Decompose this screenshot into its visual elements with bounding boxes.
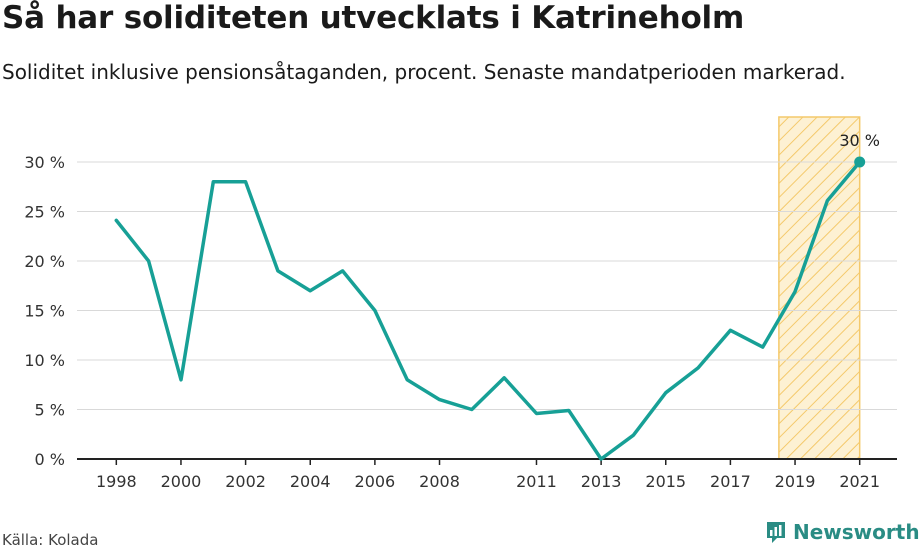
newsworthy-logo-icon — [765, 520, 787, 544]
x-tick-label: 2006 — [355, 472, 396, 491]
x-tick-label: 2008 — [419, 472, 460, 491]
mandate-period-highlight — [778, 116, 861, 460]
x-tick-label: 2000 — [161, 472, 202, 491]
y-tick-label: 0 % — [35, 450, 65, 469]
y-tick-label: 25 % — [24, 203, 65, 222]
x-tick-label: 2017 — [710, 472, 751, 491]
y-tick-label: 20 % — [24, 252, 65, 271]
x-tick-label: 2021 — [839, 472, 880, 491]
x-tick-label: 2002 — [225, 472, 266, 491]
y-tick-label: 5 % — [35, 401, 65, 420]
brand-logo: Newsworthy — [765, 520, 920, 544]
last-data-point — [854, 156, 866, 168]
x-tick-label: 2011 — [516, 472, 557, 491]
last-point-label: 30 % — [839, 131, 880, 150]
x-tick-label: 2013 — [581, 472, 622, 491]
brand-name: Newsworthy — [793, 520, 920, 544]
y-tick-label: 15 % — [24, 302, 65, 321]
y-tick-label: 30 % — [24, 153, 65, 172]
y-tick-label: 10 % — [24, 351, 65, 370]
chart-title: Så har soliditeten utvecklats i Katrineh… — [2, 0, 745, 36]
x-tick-label: 2004 — [290, 472, 331, 491]
x-tick-label: 2019 — [775, 472, 816, 491]
x-tick-label: 2015 — [645, 472, 686, 491]
x-tick-label: 1998 — [96, 472, 137, 491]
source-note: Källa: Kolada — [2, 531, 99, 549]
series-line — [114, 160, 862, 461]
chart-subtitle: Soliditet inklusive pensionsåtaganden, p… — [2, 60, 846, 84]
